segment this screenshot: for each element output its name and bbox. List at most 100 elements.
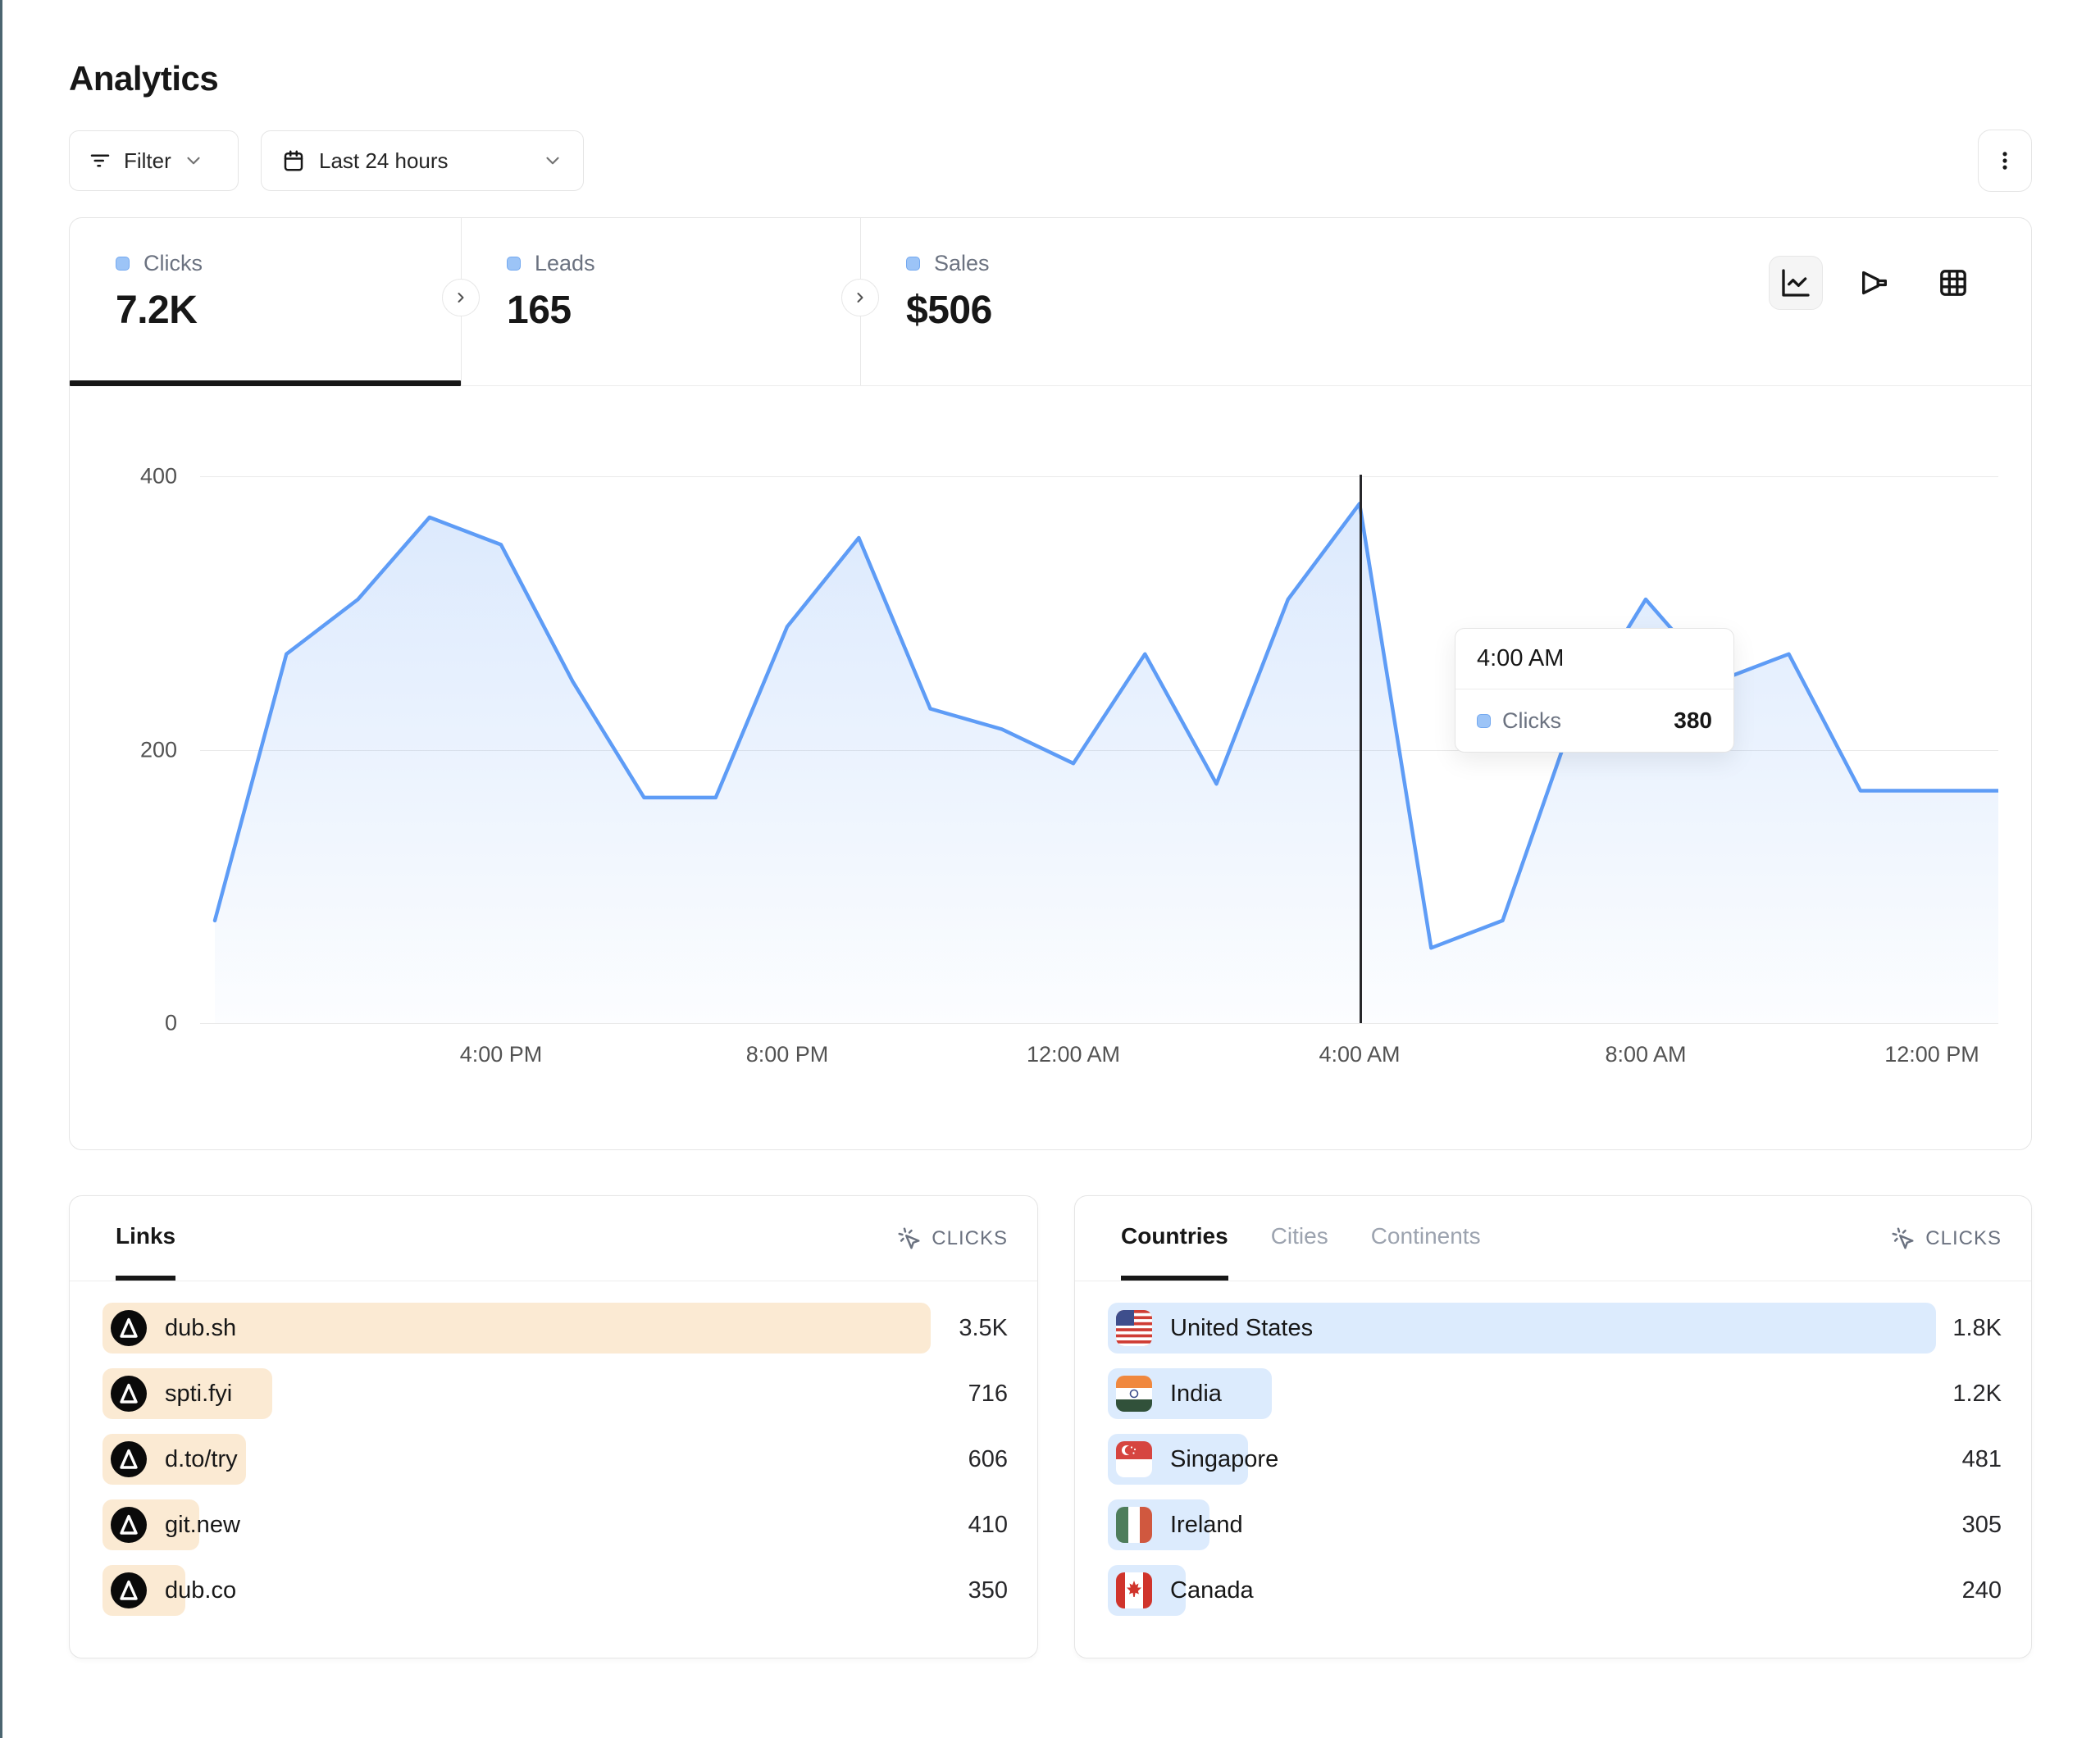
row-value: 240	[1961, 1577, 2002, 1604]
funnel-chart-icon	[1858, 266, 1891, 299]
stat-label: Clicks	[143, 251, 203, 275]
breakdown-panels: Links CLICKS dub.sh 3.5K spti.fyi 716	[69, 1195, 2032, 1658]
countries-list: United States 1.8K India 1.2K Singapore …	[1075, 1281, 2031, 1616]
row-label: git.new	[165, 1511, 240, 1538]
list-item[interactable]: Canada 240	[1108, 1565, 2002, 1616]
links-panel-header: Links CLICKS	[70, 1196, 1037, 1281]
tab-leads[interactable]: Leads 165	[461, 218, 860, 385]
row-value: 1.2K	[1952, 1381, 2002, 1407]
line-chart-view-button[interactable]	[1769, 256, 1823, 310]
list-item[interactable]: India 1.2K	[1108, 1368, 2002, 1419]
analytics-page: Analytics Filter Last 24 hours	[69, 59, 2032, 1658]
tooltip-value: 380	[1674, 707, 1712, 733]
row-avatar	[1116, 1310, 1152, 1346]
list-item[interactable]: Singapore 481	[1108, 1434, 2002, 1485]
row-avatar	[111, 1572, 147, 1608]
y-tick-label: 0	[164, 1010, 177, 1035]
row-value: 716	[968, 1381, 1008, 1407]
chevron-right-icon	[453, 289, 469, 306]
x-tick-label: 4:00 PM	[459, 1042, 543, 1067]
row-label: spti.fyi	[165, 1380, 233, 1407]
grid-table-icon	[1937, 266, 1970, 299]
row-avatar	[1116, 1441, 1152, 1477]
links-tabs: Links	[116, 1196, 176, 1281]
row-label: India	[1170, 1380, 1222, 1407]
row-avatar	[111, 1441, 147, 1477]
stat-value: $506	[906, 289, 992, 332]
countries-panel-header: Countries Cities Continents CLICKS	[1075, 1196, 2031, 1281]
x-tick-label: 12:00 AM	[1026, 1042, 1121, 1067]
row-label: dub.co	[165, 1576, 237, 1604]
tab-links[interactable]: Links	[116, 1196, 176, 1281]
row-label: United States	[1170, 1314, 1314, 1341]
row-value: 410	[968, 1512, 1008, 1538]
countries-metric-label: CLICKS	[1925, 1226, 2002, 1249]
expand-leads-button[interactable]	[841, 279, 879, 316]
links-metric[interactable]: CLICKS	[897, 1226, 1008, 1251]
row-label: dub.sh	[165, 1314, 237, 1341]
links-panel: Links CLICKS dub.sh 3.5K spti.fyi 716	[69, 1195, 1038, 1658]
y-tick-label: 400	[139, 463, 177, 489]
row-value: 1.8K	[1952, 1315, 2002, 1341]
value-bar	[1108, 1303, 1936, 1354]
row-value: 481	[1961, 1446, 2002, 1472]
chart-crosshair	[1360, 475, 1362, 1023]
filter-icon	[88, 148, 112, 173]
stat-value: 7.2K	[116, 289, 198, 332]
list-item[interactable]: dub.sh 3.5K	[102, 1303, 1008, 1354]
countries-metric[interactable]: CLICKS	[1891, 1226, 2002, 1251]
filter-button-label: Filter	[124, 148, 171, 173]
clicks-legend-chip	[116, 257, 130, 271]
date-range-button[interactable]: Last 24 hours	[261, 130, 584, 191]
date-range-label: Last 24 hours	[319, 148, 449, 173]
chevron-down-icon	[183, 150, 204, 171]
filter-button[interactable]: Filter	[69, 130, 239, 191]
list-item[interactable]: git.new 410	[102, 1499, 1008, 1550]
mouse-pointer-click-icon	[897, 1226, 922, 1251]
row-label: Canada	[1170, 1576, 1254, 1604]
x-tick-label: 8:00 AM	[1605, 1042, 1687, 1067]
row-value: 606	[968, 1446, 1008, 1472]
row-avatar	[1116, 1376, 1152, 1412]
tab-cities[interactable]: Cities	[1270, 1222, 1328, 1249]
links-list: dub.sh 3.5K spti.fyi 716 d.to/try 606 gi…	[70, 1281, 1037, 1616]
tab-clicks[interactable]: Clicks 7.2K	[70, 218, 461, 386]
row-avatar	[111, 1376, 147, 1412]
list-item[interactable]: dub.co 350	[102, 1565, 1008, 1616]
row-label: d.to/try	[165, 1445, 238, 1472]
stats-tabs: Clicks 7.2K Leads 165 Sales $506	[70, 218, 2031, 386]
tab-sales[interactable]: Sales $506	[860, 218, 2031, 385]
chevron-down-icon	[542, 150, 563, 171]
table-view-button[interactable]	[1926, 256, 1980, 310]
list-item[interactable]: d.to/try 606	[102, 1434, 1008, 1485]
x-tick-label: 4:00 AM	[1319, 1042, 1401, 1067]
expand-clicks-button[interactable]	[442, 279, 480, 316]
tooltip-series-chip	[1477, 713, 1491, 728]
list-item[interactable]: Ireland 305	[1108, 1499, 2002, 1550]
chevron-right-icon	[852, 289, 868, 306]
toolbar: Filter Last 24 hours	[69, 130, 2032, 192]
tab-countries[interactable]: Countries	[1121, 1196, 1228, 1281]
row-label: Ireland	[1170, 1511, 1243, 1538]
list-item[interactable]: United States 1.8K	[1108, 1303, 2002, 1354]
countries-tabs: Countries Cities Continents	[1121, 1196, 1481, 1281]
row-value: 350	[968, 1577, 1008, 1604]
row-label: Singapore	[1170, 1445, 1279, 1472]
more-options-button[interactable]	[1978, 130, 2032, 192]
row-avatar	[111, 1310, 147, 1346]
mouse-pointer-click-icon	[1891, 1226, 1916, 1251]
row-value: 305	[1961, 1512, 2002, 1538]
x-tick-label: 8:00 PM	[745, 1042, 829, 1067]
active-tab-underline	[70, 380, 461, 386]
y-tick-label: 200	[139, 737, 177, 762]
row-avatar	[1116, 1572, 1152, 1608]
stat-label: Sales	[934, 251, 990, 275]
list-item[interactable]: spti.fyi 716	[102, 1368, 1008, 1419]
clicks-chart[interactable]: 0 200 400 4:00 PM 8:00 PM 12:00 AM 4:00 AM 8:0…	[70, 386, 2031, 1149]
row-avatar	[111, 1507, 147, 1543]
links-metric-label: CLICKS	[932, 1226, 1008, 1249]
tooltip-time: 4:00 AM	[1455, 629, 1733, 689]
funnel-view-button[interactable]	[1847, 256, 1902, 310]
kebab-menu-icon	[1993, 149, 2016, 172]
tab-continents[interactable]: Continents	[1370, 1222, 1481, 1249]
